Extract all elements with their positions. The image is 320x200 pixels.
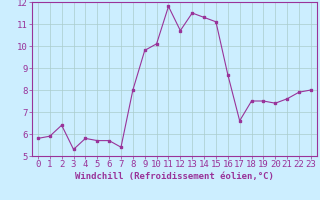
X-axis label: Windchill (Refroidissement éolien,°C): Windchill (Refroidissement éolien,°C) — [75, 172, 274, 181]
